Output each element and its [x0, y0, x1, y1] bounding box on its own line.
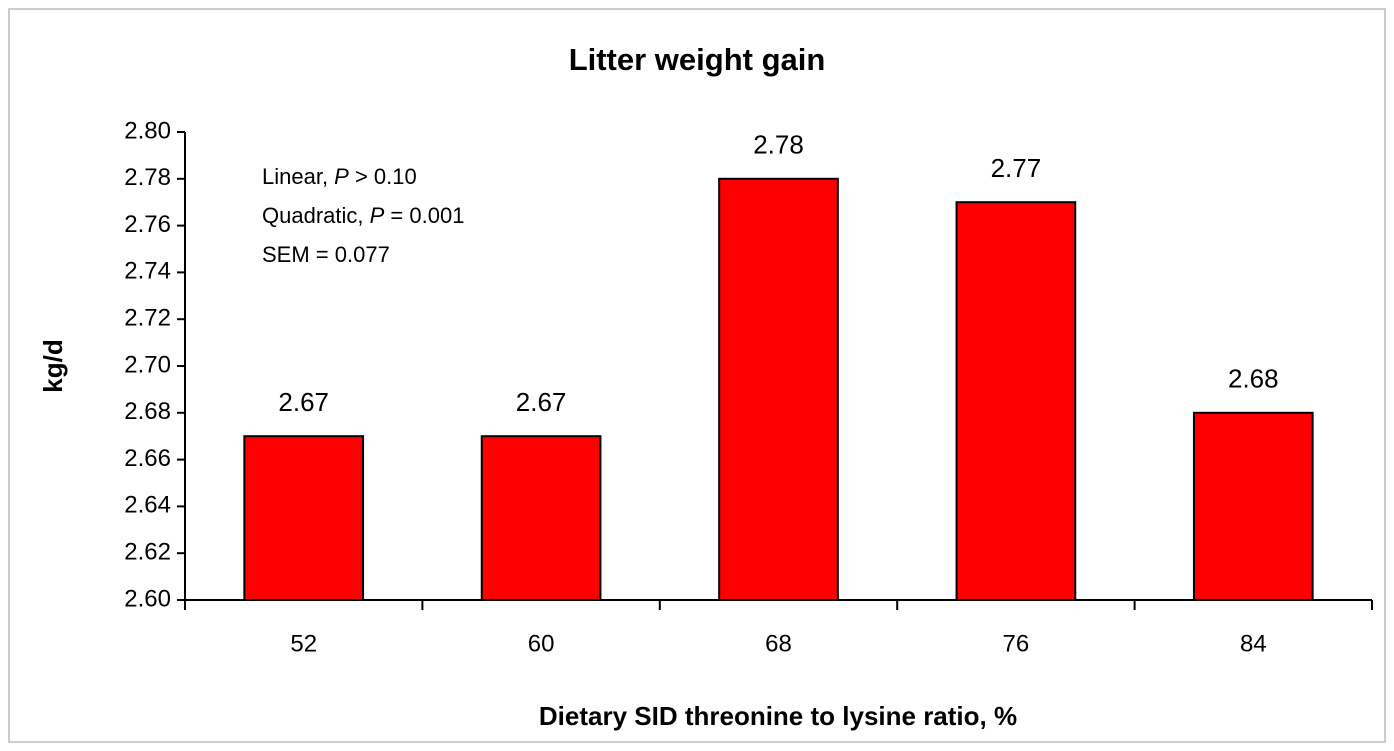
annotation: Linear, P > 0.10 — [262, 164, 417, 189]
annotation-part: SEM = 0.077 — [262, 242, 390, 267]
data-label: 2.67 — [278, 387, 329, 417]
y-tick-label: 2.74 — [124, 258, 171, 285]
annotation-part: > 0.10 — [349, 164, 417, 189]
x-tick-label: 84 — [1240, 630, 1267, 657]
x-tick-label: 68 — [765, 630, 792, 657]
annotation: Quadratic, P = 0.001 — [262, 203, 464, 228]
data-label: 2.78 — [753, 130, 804, 160]
y-tick-label: 2.80 — [124, 117, 171, 144]
annotation-part: P — [370, 203, 385, 228]
y-tick-label: 2.68 — [124, 398, 171, 425]
annotation: SEM = 0.077 — [262, 242, 390, 267]
annotation-part: Linear, — [262, 164, 334, 189]
bar — [718, 177, 839, 602]
bar — [243, 435, 365, 602]
y-tick-label: 2.76 — [124, 211, 171, 238]
chart-border — [8, 8, 1386, 743]
y-tick-label: 2.62 — [124, 539, 171, 566]
data-label: 2.68 — [1228, 364, 1279, 394]
y-tick-label: 2.66 — [124, 445, 171, 472]
bar — [955, 201, 1077, 601]
y-tick-label: 2.72 — [124, 305, 171, 332]
data-label: 2.77 — [991, 153, 1042, 183]
y-axis-label: kg/d — [38, 339, 68, 392]
bar — [1192, 411, 1314, 601]
y-tick-label: 2.60 — [124, 585, 171, 612]
annotation-part: Quadratic, — [262, 203, 370, 228]
x-tick-label: 52 — [290, 630, 317, 657]
bar — [480, 435, 602, 602]
y-tick-label: 2.70 — [124, 351, 171, 378]
chart-title: Litter weight gain — [569, 42, 826, 77]
x-tick-label: 76 — [1003, 630, 1030, 657]
data-label: 2.67 — [516, 387, 567, 417]
annotation-part: = 0.001 — [384, 203, 464, 228]
y-tick-label: 2.64 — [124, 492, 171, 519]
annotation-part: P — [334, 164, 349, 189]
x-axis-label: Dietary SID threonine to lysine ratio, % — [539, 701, 1017, 731]
y-tick-label: 2.78 — [124, 164, 171, 191]
x-tick-label: 60 — [528, 630, 555, 657]
